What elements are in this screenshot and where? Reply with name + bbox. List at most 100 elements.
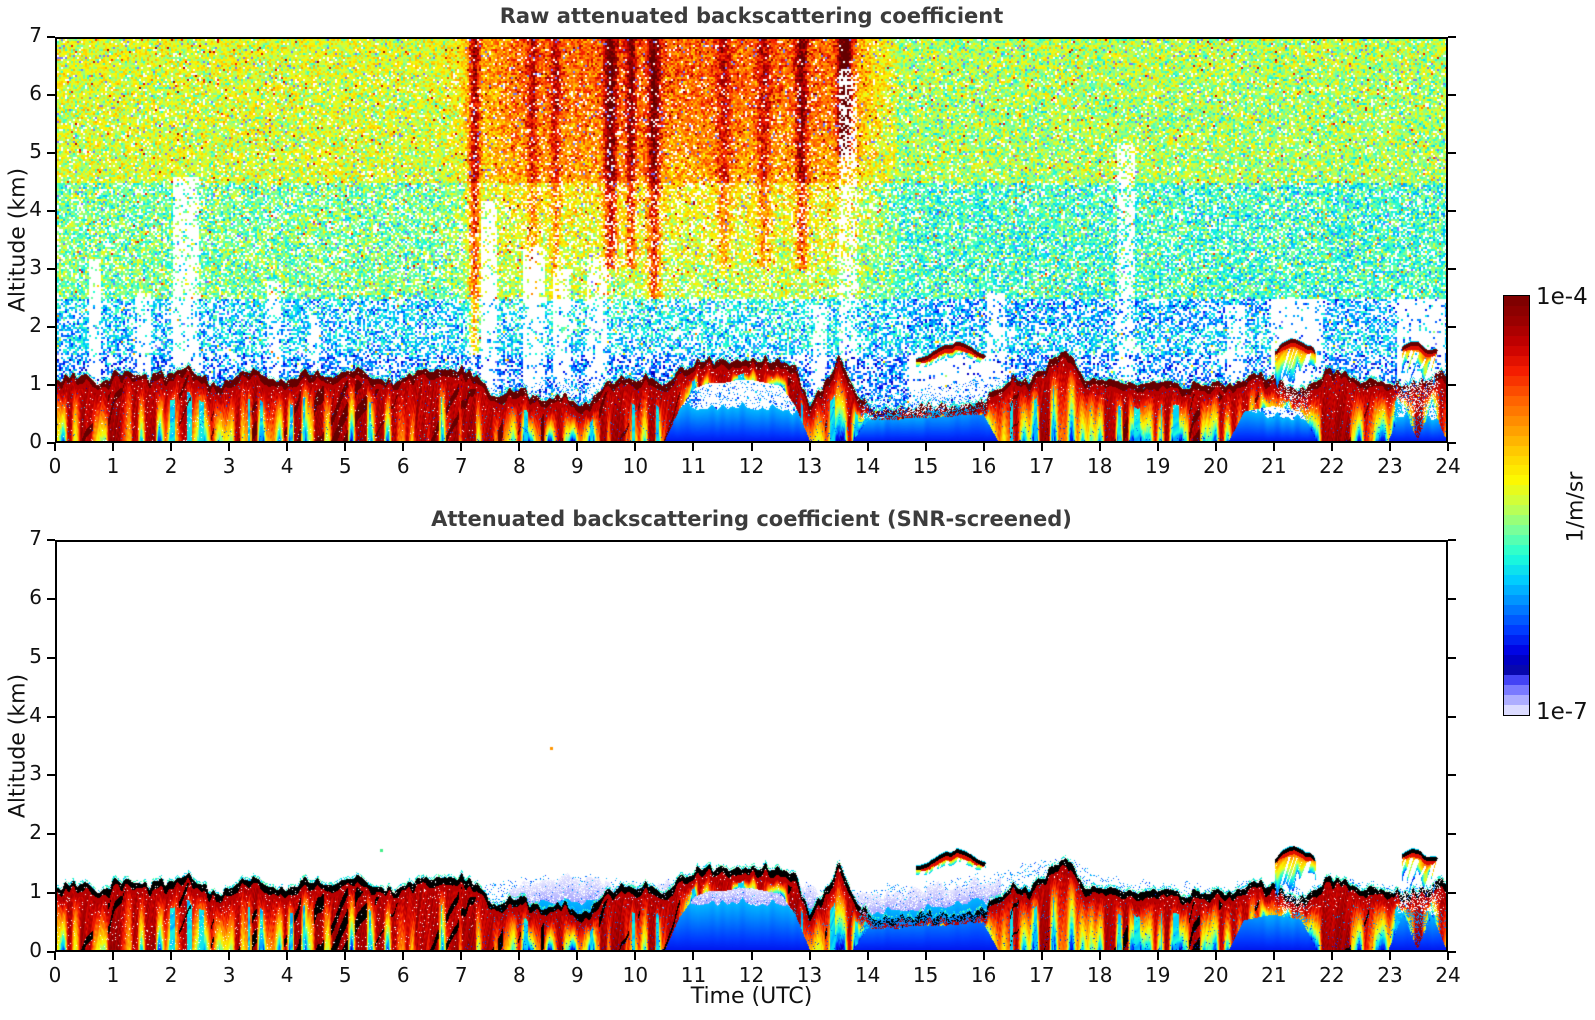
y-tick [47, 597, 55, 600]
x-tick [460, 952, 463, 960]
x-tick-label: 15 [912, 454, 939, 478]
colorbar-band [1504, 644, 1529, 655]
colorbar-band [1504, 674, 1529, 685]
x-tick [518, 443, 521, 451]
raw-y-axis-label: Altitude (km) [5, 167, 31, 313]
colorbar-band [1504, 535, 1529, 546]
raw-heatmap-canvas [57, 39, 1446, 441]
x-tick-label: 12 [738, 454, 765, 478]
x-tick [1040, 443, 1043, 451]
x-tick [286, 952, 289, 960]
x-tick-label: 22 [1319, 454, 1345, 478]
colorbar-unit-label: 1/m/sr [1563, 471, 1589, 543]
colorbar-band [1504, 465, 1529, 476]
y-tick-label: 6 [29, 584, 42, 609]
raw-panel-title: Raw attenuated backscattering coefficien… [499, 4, 1004, 28]
x-tick-label: 9 [571, 963, 584, 987]
x-tick [576, 952, 579, 960]
x-tick [54, 952, 56, 960]
screened-panel [55, 540, 1448, 952]
x-tick [344, 443, 347, 451]
colorbar-band [1504, 345, 1529, 356]
x-tick-label: 11 [680, 454, 707, 478]
y-tick [47, 892, 55, 895]
colorbar-band [1504, 375, 1529, 386]
x-tick [1156, 952, 1159, 960]
y-tick-label: 6 [29, 81, 42, 105]
x-tick [170, 443, 173, 451]
colorbar-band [1504, 595, 1529, 606]
x-tick-label: 13 [796, 963, 823, 987]
x-tick [1272, 443, 1275, 451]
colorbar-band [1504, 634, 1529, 645]
x-tick-label: 3 [222, 454, 236, 478]
x-tick-label: 18 [1087, 963, 1113, 987]
y-tick-label: 4 [29, 702, 42, 727]
x-tick [1098, 952, 1101, 960]
x-tick [286, 443, 289, 451]
y-tick-label: 2 [29, 820, 42, 845]
x-tick [634, 443, 637, 451]
y-tick-right [1448, 36, 1456, 38]
x-tick [1272, 952, 1275, 960]
colorbar-band [1504, 455, 1529, 466]
y-tick [47, 94, 55, 96]
colorbar-band [1504, 624, 1529, 635]
x-tick-label: 16 [970, 454, 997, 478]
x-tick-label: 4 [280, 963, 294, 987]
y-tick-label: 4 [29, 197, 42, 221]
y-tick-label: 5 [29, 139, 42, 163]
x-tick [1388, 952, 1391, 960]
x-tick-label: 10 [622, 454, 649, 478]
colorbar-band [1504, 615, 1529, 625]
y-tick-right [1448, 951, 1456, 953]
x-tick-label: 2 [164, 963, 178, 987]
x-tick-label: 14 [854, 963, 881, 987]
y-tick [47, 951, 55, 953]
x-tick [518, 952, 521, 960]
x-tick-label: 13 [796, 454, 823, 478]
x-tick-label: 5 [338, 454, 352, 478]
colorbar-band [1504, 545, 1529, 556]
y-tick-right [1448, 94, 1456, 96]
x-tick-label: 0 [48, 454, 62, 478]
y-tick-label: 3 [29, 761, 42, 786]
colorbar-band [1504, 525, 1529, 536]
x-tick [402, 952, 405, 960]
y-tick-right [1448, 539, 1456, 541]
y-tick-label: 0 [29, 938, 42, 962]
y-tick-label: 1 [29, 371, 42, 395]
x-tick [1388, 443, 1391, 451]
x-tick [1098, 443, 1101, 451]
x-tick [54, 443, 56, 451]
x-tick-label: 14 [854, 454, 881, 478]
colorbar-band [1504, 365, 1529, 376]
x-tick [1214, 443, 1217, 451]
x-tick [170, 952, 173, 960]
x-tick [924, 952, 927, 960]
colorbar-band [1504, 605, 1529, 615]
colorbar-band [1504, 515, 1529, 526]
x-tick-label: 24 [1435, 963, 1461, 987]
colorbar-band [1504, 425, 1529, 436]
x-tick [1447, 952, 1449, 960]
colorbar-band [1504, 445, 1529, 456]
colorbar-band [1504, 555, 1529, 566]
x-tick [982, 952, 985, 960]
x-tick [692, 443, 695, 451]
y-tick [47, 539, 55, 541]
x-tick-label: 15 [912, 963, 939, 987]
y-tick [47, 210, 55, 212]
x-tick-label: 11 [680, 963, 707, 987]
raw-panel [55, 37, 1448, 443]
x-tick [866, 443, 869, 451]
y-tick-right [1448, 384, 1456, 386]
y-tick-right [1448, 774, 1456, 777]
x-tick-label: 12 [738, 963, 765, 987]
x-tick [750, 952, 753, 960]
colorbar-band [1504, 495, 1529, 506]
x-tick [1040, 952, 1043, 960]
colorbar-band [1504, 505, 1529, 516]
x-tick-label: 17 [1028, 963, 1055, 987]
colorbar-band [1504, 315, 1529, 326]
